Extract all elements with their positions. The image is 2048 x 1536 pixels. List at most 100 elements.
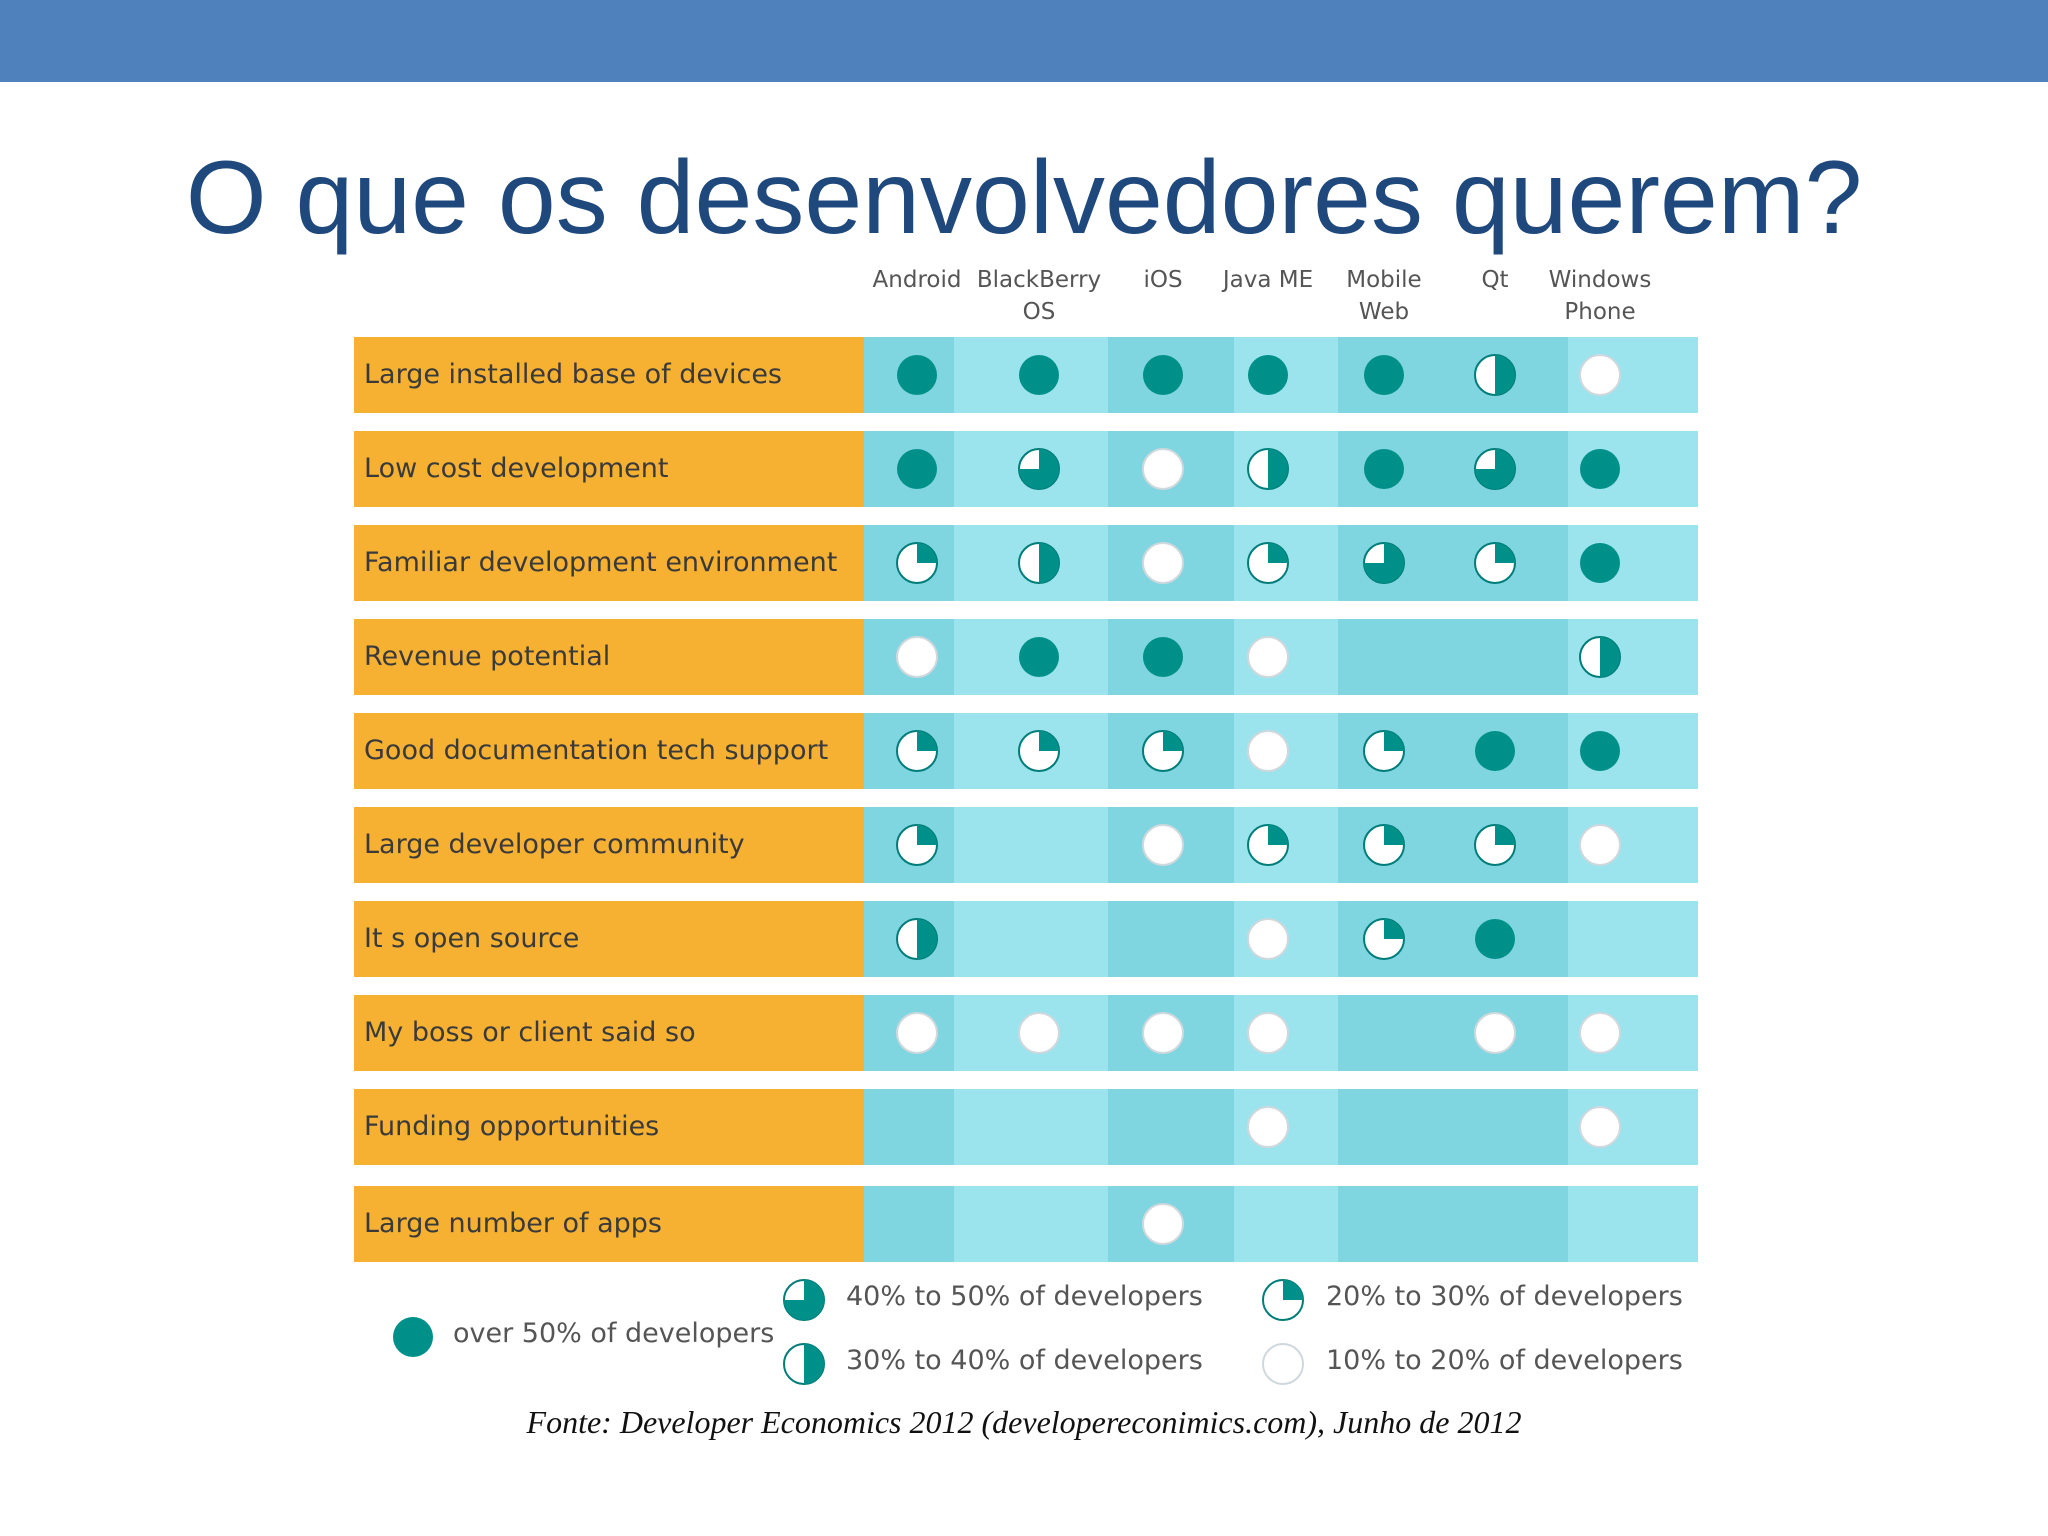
data-marker <box>1142 1203 1184 1245</box>
legend-label: over 50% of developers <box>453 1318 775 1349</box>
band-segment <box>954 1186 1108 1262</box>
column-header: iOS <box>1143 267 1183 293</box>
data-marker <box>1474 448 1516 490</box>
data-marker <box>1018 1012 1060 1054</box>
legend-label: 20% to 30% of developers <box>1326 1281 1683 1312</box>
data-marker <box>897 449 937 489</box>
row-band <box>864 1089 1698 1165</box>
data-marker <box>1019 355 1059 395</box>
data-marker <box>1247 918 1289 960</box>
data-marker <box>1143 355 1183 395</box>
data-marker <box>896 730 938 772</box>
row-band <box>864 901 1698 977</box>
source-footnote: Fonte: Developer Economics 2012 (develop… <box>526 1404 1522 1440</box>
row-band <box>864 1186 1698 1262</box>
data-marker <box>1474 824 1516 866</box>
band-segment <box>954 1089 1108 1165</box>
data-marker <box>1247 448 1289 490</box>
band-segment <box>954 807 1108 883</box>
data-marker <box>1579 1012 1621 1054</box>
band-segment <box>1338 1186 1568 1262</box>
data-marker <box>1579 1106 1621 1148</box>
band-segment <box>864 1089 954 1165</box>
band-segment <box>1338 995 1568 1071</box>
data-marker <box>1580 731 1620 771</box>
band-segment <box>1338 619 1568 695</box>
data-marker <box>1019 637 1059 677</box>
data-marker <box>1247 824 1289 866</box>
column-header: Windows Phone <box>1548 267 1652 325</box>
row-label: Good documentation tech support <box>354 713 864 789</box>
column-header: Qt <box>1481 267 1509 293</box>
band-segment <box>1108 901 1234 977</box>
band-segment <box>1338 1089 1568 1165</box>
data-marker <box>896 636 938 678</box>
row-label: My boss or client said so <box>354 995 864 1071</box>
row-label: Familiar development environment <box>354 525 864 601</box>
data-marker <box>1247 542 1289 584</box>
data-marker <box>1363 824 1405 866</box>
row-label: Funding opportunities <box>354 1089 864 1165</box>
data-marker <box>1580 543 1620 583</box>
data-marker <box>897 355 937 395</box>
column-header: BlackBerry OS <box>976 267 1102 325</box>
data-marker <box>1247 636 1289 678</box>
header-bar <box>0 0 2048 82</box>
column-header: Java ME <box>1222 267 1314 293</box>
legend-marker <box>783 1343 825 1385</box>
legend-label: 30% to 40% of developers <box>846 1345 1203 1376</box>
band-segment <box>954 901 1108 977</box>
data-marker <box>1143 637 1183 677</box>
slide-title: O que os desenvolvedores querem? <box>185 140 1863 256</box>
data-marker <box>1363 918 1405 960</box>
data-marker <box>1474 354 1516 396</box>
data-marker <box>1580 449 1620 489</box>
data-marker <box>1142 730 1184 772</box>
data-marker <box>896 1012 938 1054</box>
data-marker <box>1247 1012 1289 1054</box>
row-label: It s open source <box>354 901 864 977</box>
row-band <box>864 619 1698 695</box>
data-marker <box>1579 636 1621 678</box>
data-marker <box>896 824 938 866</box>
data-marker <box>1474 1012 1516 1054</box>
band-segment <box>1568 901 1698 977</box>
legend-marker <box>1262 1279 1304 1321</box>
legend-marker <box>783 1279 825 1321</box>
row-label: Large installed base of devices <box>354 337 864 413</box>
data-marker <box>896 542 938 584</box>
data-marker <box>896 918 938 960</box>
column-header: Mobile Web <box>1346 267 1422 325</box>
data-marker <box>1142 1012 1184 1054</box>
data-marker <box>1474 542 1516 584</box>
row-band <box>864 807 1698 883</box>
legend-marker <box>1262 1343 1304 1385</box>
data-marker <box>1363 542 1405 584</box>
data-marker <box>1579 824 1621 866</box>
band-segment <box>864 1186 954 1262</box>
column-header: Android <box>872 267 962 293</box>
data-marker <box>1247 1106 1289 1148</box>
data-marker <box>1142 824 1184 866</box>
legend-label: 40% to 50% of developers <box>846 1281 1203 1312</box>
row-label: Large number of apps <box>354 1186 864 1262</box>
band-segment <box>1568 1186 1698 1262</box>
row-label: Low cost development <box>354 431 864 507</box>
legend-marker <box>393 1317 433 1357</box>
data-marker <box>1018 448 1060 490</box>
data-marker <box>1475 731 1515 771</box>
band-segment <box>1108 1089 1234 1165</box>
data-marker <box>1018 542 1060 584</box>
data-marker <box>1364 355 1404 395</box>
data-marker <box>1248 355 1288 395</box>
row-label: Large developer community <box>354 807 864 883</box>
data-marker <box>1364 449 1404 489</box>
legend-label: 10% to 20% of developers <box>1326 1345 1683 1376</box>
data-marker <box>1579 354 1621 396</box>
row-label: Revenue potential <box>354 619 864 695</box>
data-marker <box>1247 730 1289 772</box>
band-segment <box>1234 1186 1338 1262</box>
data-marker <box>1142 448 1184 490</box>
data-marker <box>1475 919 1515 959</box>
data-marker <box>1142 542 1184 584</box>
